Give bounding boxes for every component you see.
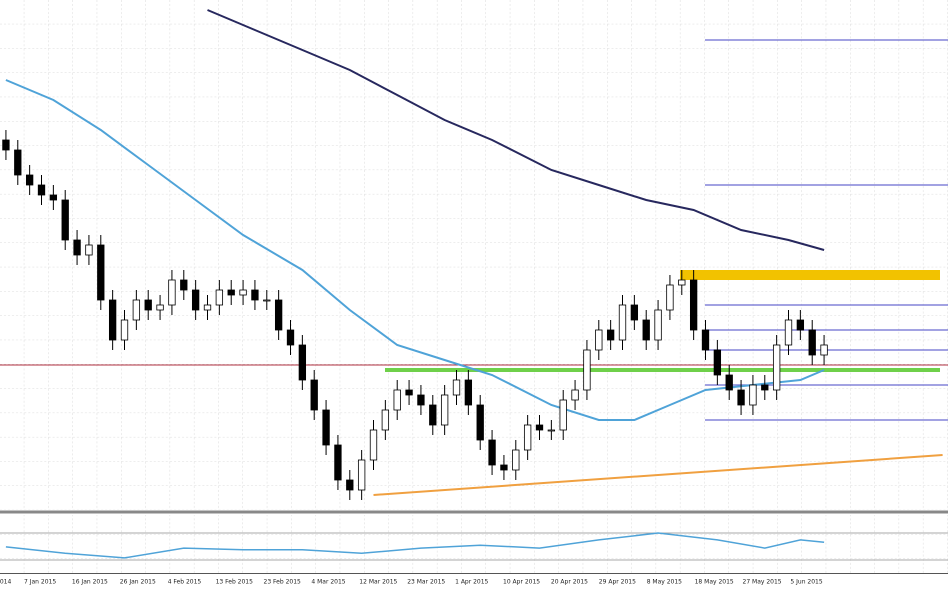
candle-body [630,304,639,321]
x-tick-label: 7 Jan 2015 [24,579,56,586]
x-tick-label: 10 Apr 2015 [503,579,540,586]
candle-body [369,429,378,461]
candle-body [61,199,69,241]
candle-body [583,349,591,391]
candle-body [642,319,650,341]
candle-body [322,409,330,446]
candle-body [274,299,283,331]
candle-body [120,319,129,341]
candle-body [203,304,212,311]
candle-body [725,374,733,391]
candle-body [464,379,473,406]
x-tick-label: 26 Jan 2015 [120,579,156,586]
candle-body [132,299,141,321]
candle-body [263,299,271,302]
x-tick-label: 29 Apr 2015 [599,579,636,586]
candle-body [808,329,816,356]
candle-body [334,444,342,481]
candle-body [618,304,627,341]
x-tick-label: 23 Feb 2015 [264,579,302,586]
candle-body [298,344,307,381]
x-tick-label: 20 Apr 2015 [551,579,588,586]
candle-body [571,389,579,401]
x-tick-label: 8 May 2015 [647,579,682,586]
candle-body [535,424,544,431]
candle-body [346,479,354,491]
candle-body [559,399,567,431]
x-tick-label: 13 Feb 2015 [216,579,254,586]
candle-body [168,279,176,306]
candle-body [393,389,401,411]
candle-body [429,404,437,426]
candle-body [772,344,781,391]
candle-body [2,139,10,151]
candle-body [85,244,93,256]
candle-body [227,289,235,296]
candle-body [500,464,508,471]
candle-body [654,309,662,341]
indicator-line [207,9,825,251]
candle-body [476,404,484,441]
candle-body [37,184,46,196]
candle-body [689,279,698,331]
candle-body [14,149,22,176]
x-tick-label: 5 Jun 2015 [790,579,822,586]
candle-body [440,394,449,426]
candle-body [156,304,164,311]
candle-body [796,319,805,331]
x-tick-label: 16 Jan 2015 [72,579,108,586]
candle-body [251,289,259,301]
candle-body [357,459,366,491]
candle-body [606,329,615,341]
candle-body [595,329,603,351]
candle-body [666,284,674,311]
x-tick-label: 4 Feb 2015 [168,579,202,586]
candle-body [239,289,247,296]
oscillator-line [5,532,825,559]
candle-body [749,384,757,406]
candle-body [381,409,390,431]
candle-body [286,329,295,346]
candle-body [310,379,318,411]
candle-body [547,429,556,432]
candle-body [678,279,686,286]
resistance-zone [680,270,940,280]
candle-body [144,299,152,311]
candle-body [737,389,745,406]
candle-body [97,244,105,301]
x-tick-label: 27 May 2015 [743,579,782,586]
candle-body [180,279,188,291]
x-tick-label: 4 Mar 2015 [311,579,345,586]
candle-body [512,449,520,471]
candle-body [488,439,496,466]
candle-body [191,289,200,311]
x-tick-label: 18 May 2015 [695,579,734,586]
candle-body [108,299,117,341]
indicator-line [373,454,943,496]
candle-body [73,239,81,256]
candle-body [701,329,710,351]
x-tick-label: 1 Apr 2015 [455,579,488,586]
candle-body [784,319,793,346]
candle-body [523,424,532,451]
x-tick-label: 23 Mar 2015 [407,579,445,586]
candle-body [761,384,769,391]
grid [0,515,948,573]
x-tick-label: 2014 [0,579,11,586]
candle-body [417,394,425,406]
candle-body [820,344,828,356]
candle-body [49,194,58,201]
candle-body [25,174,34,186]
x-tick-label: 12 Mar 2015 [359,579,397,586]
candle-body [405,389,413,396]
candle-body [452,379,461,396]
candle-body [215,289,224,306]
grid [0,0,948,510]
candle-body [713,349,722,376]
indicator-line [5,79,825,421]
